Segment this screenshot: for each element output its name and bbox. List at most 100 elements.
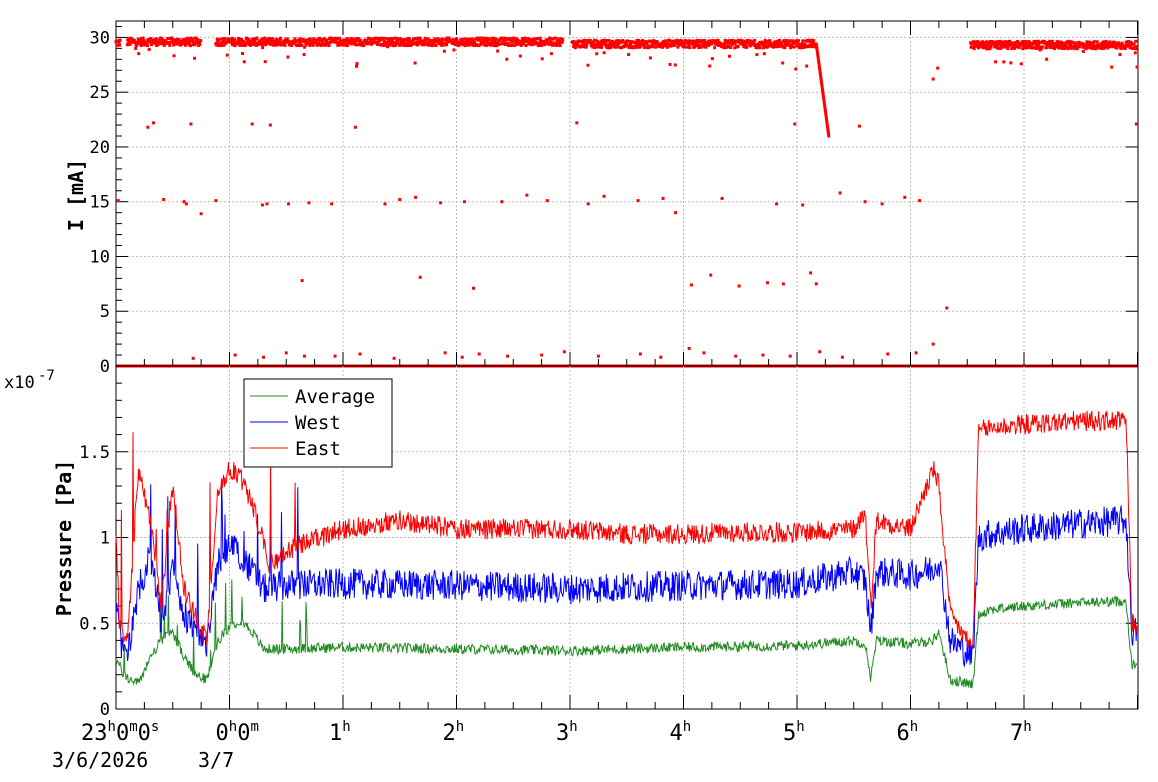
current-point [399, 42, 403, 46]
current-point [613, 41, 617, 45]
current-point [594, 44, 598, 48]
current-point [471, 38, 475, 42]
current-point [305, 40, 309, 44]
current-point [765, 281, 769, 285]
current-point [231, 40, 235, 44]
current-point [221, 40, 225, 44]
current-point [744, 42, 748, 46]
current-point [132, 38, 136, 42]
current-point [654, 45, 658, 49]
current-point [147, 47, 151, 51]
current-point [247, 38, 251, 42]
current-point [244, 41, 248, 45]
current-point [838, 191, 842, 195]
current-point [720, 196, 724, 200]
current-point [545, 199, 549, 203]
current-point [172, 54, 176, 58]
current-point [189, 44, 193, 48]
current-point [1069, 43, 1073, 47]
current-point [464, 41, 468, 45]
pressure-line-west [115, 483, 1138, 668]
current-point [506, 41, 510, 45]
current-point [599, 40, 603, 44]
current-point [309, 42, 313, 46]
current-point [292, 39, 296, 43]
current-point [668, 39, 672, 43]
current-point [758, 46, 762, 50]
current-point [357, 37, 361, 41]
current-point [1134, 39, 1138, 43]
current-point [242, 39, 246, 43]
current-point [666, 42, 670, 46]
current-point [624, 41, 628, 45]
current-point [361, 40, 365, 44]
current-point [818, 72, 822, 76]
current-point [431, 43, 435, 47]
current-point [1077, 45, 1081, 49]
current-point [576, 39, 580, 43]
current-point [824, 111, 828, 115]
current-point [1100, 47, 1104, 51]
current-point [727, 41, 731, 45]
current-point [283, 43, 287, 47]
current-point [818, 70, 822, 74]
current-point [727, 54, 731, 58]
current-point [467, 37, 471, 41]
current-point [233, 37, 237, 41]
current-point [820, 83, 824, 87]
current-point [303, 45, 307, 49]
current-point [631, 40, 635, 44]
current-point [355, 62, 359, 66]
current-point [369, 38, 373, 42]
current-point [607, 38, 611, 42]
current-point [417, 36, 421, 40]
current-point [793, 122, 797, 126]
current-point [818, 350, 822, 354]
current-point [260, 203, 264, 207]
current-point [434, 44, 438, 48]
current-point [785, 38, 789, 42]
current-point [1069, 40, 1073, 44]
current-point [387, 43, 391, 47]
current-y-tick-label: 30 [90, 28, 110, 48]
current-point [596, 354, 600, 358]
current-point [244, 43, 248, 47]
current-point [822, 97, 826, 101]
current-point [1030, 43, 1034, 47]
current-point [931, 342, 935, 346]
current-point [633, 41, 637, 45]
current-point [347, 41, 351, 45]
current-point [780, 43, 784, 47]
current-y-axis: 0 5 10 15 20 25 30 [90, 25, 1138, 377]
current-point [250, 122, 254, 126]
current-point [713, 42, 717, 46]
current-point [1135, 65, 1139, 69]
current-point [248, 43, 252, 47]
current-point [790, 44, 794, 48]
current-point [1047, 43, 1051, 47]
current-point [610, 39, 614, 43]
current-point [814, 282, 818, 286]
current-point [635, 39, 639, 43]
current-point [818, 67, 822, 71]
current-point [886, 352, 890, 356]
current-point [1075, 41, 1079, 45]
current-point [191, 356, 195, 360]
current-point [313, 41, 317, 45]
current-point [284, 40, 288, 44]
current-point [156, 38, 160, 42]
current-point [1033, 46, 1037, 50]
current-point [242, 60, 246, 64]
current-point [398, 37, 402, 41]
current-point [477, 44, 481, 48]
current-point [538, 36, 542, 40]
pressure-y-axis: 0 0.5 1 1.5 [79, 382, 1138, 720]
current-point [819, 79, 823, 83]
current-point [857, 124, 861, 128]
current-point [1133, 51, 1137, 55]
current-point [1015, 44, 1019, 48]
current-point [156, 43, 160, 47]
current-point [1090, 41, 1094, 45]
current-point [340, 42, 344, 46]
current-point [1048, 40, 1052, 44]
